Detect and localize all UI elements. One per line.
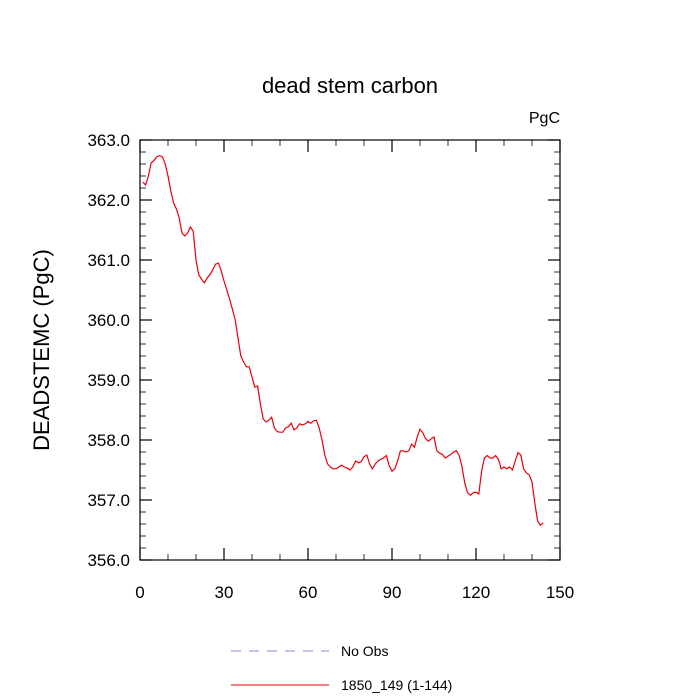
y-axis-label: DEADSTEMC (PgC)	[29, 249, 54, 451]
legend-label-1850-149: 1850_149 (1-144)	[341, 677, 452, 693]
y-tick-label: 357.0	[87, 491, 130, 510]
y-tick-label: 358.0	[87, 431, 130, 450]
x-tick-label: 150	[546, 583, 574, 602]
series-line-1	[142, 154, 544, 527]
plot-frame	[139, 139, 561, 561]
axis-tick-labels: 0 30 60 90 120 150 356.0 357.0 358.0 359.0 360.0 36…	[87, 131, 574, 602]
y-tick-label: 361.0	[87, 251, 130, 270]
axis-ticks	[139, 139, 561, 561]
x-tick-label: 60	[299, 583, 318, 602]
y-tick-label: 356.0	[87, 551, 130, 570]
y-tick-label: 359.0	[87, 371, 130, 390]
chart-title: dead stem carbon	[262, 73, 438, 98]
legend: No Obs 1850_149 (1-144)	[231, 643, 452, 693]
x-tick-label: 90	[383, 583, 402, 602]
x-tick-label: 30	[215, 583, 234, 602]
y-tick-label: 360.0	[87, 311, 130, 330]
x-tick-label: 120	[462, 583, 490, 602]
units-label: PgC	[529, 110, 560, 127]
y-tick-label: 363.0	[87, 131, 130, 150]
legend-label-no-obs: No Obs	[341, 643, 388, 659]
series-group	[142, 154, 544, 527]
y-tick-label: 362.0	[87, 191, 130, 210]
x-tick-label: 0	[135, 583, 144, 602]
